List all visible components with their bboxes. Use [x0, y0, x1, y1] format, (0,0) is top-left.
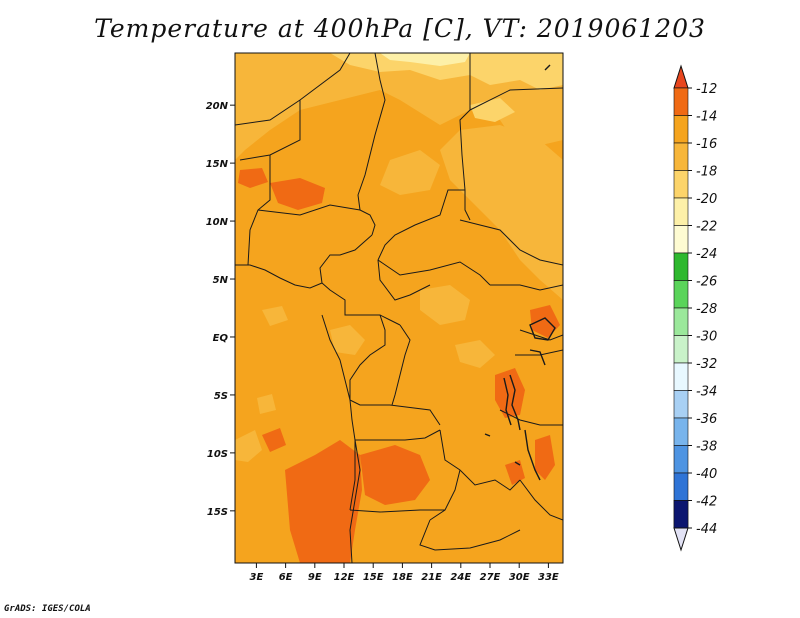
colorbar-bin: [673, 445, 689, 474]
colorbar-label: -34: [696, 385, 717, 400]
colorbar-bottom-arrow: [673, 527, 689, 552]
colorbar-label: -40: [696, 467, 717, 482]
colorbar-bin: [673, 115, 689, 144]
lon-tick-label: 3E: [250, 572, 264, 583]
contour-fill-20: [380, 53, 470, 66]
lat-tick-label: 15N: [206, 159, 229, 170]
lon-tick-label: 6E: [279, 572, 293, 583]
contour-fill-12: [238, 168, 268, 188]
latitude-axis: 20N 15N 10N 5N EQ 5S 10S 15S: [206, 101, 235, 518]
colorbar-bin: [673, 500, 689, 529]
colorbar-label: -38: [696, 440, 717, 455]
country-borders: [235, 53, 563, 563]
colorbar: -12 -14 -16 -18 -20 -22 -24 -26 -28 -30 -32 -34 -36 -…: [673, 64, 717, 552]
contour-fill-18: [330, 53, 563, 90]
colorbar-bin: [673, 280, 689, 309]
colorbar-label: -32: [696, 357, 717, 372]
lon-tick-label: 27E: [480, 572, 501, 583]
contour-fill-12: [262, 428, 286, 452]
colorbar-bin: [673, 362, 689, 391]
contour-fill-12: [505, 460, 525, 485]
colorbar-label: -24: [696, 247, 717, 262]
grads-credit: GrADS: IGES/COLA: [4, 604, 91, 614]
colorbar-bin: [673, 472, 689, 501]
colorbar-label: -44: [696, 522, 717, 537]
colorbar-label: -16: [696, 137, 717, 152]
colorbar-label: -22: [696, 220, 717, 235]
lat-tick-label: 5N: [213, 275, 229, 286]
contour-fill-12: [270, 178, 325, 210]
map-frame: [234, 52, 564, 564]
map-title: Temperature at 400hPa [C], VT: 201906120…: [94, 14, 706, 43]
lat-tick-label: 10N: [206, 217, 229, 228]
colorbar-top-arrow: [673, 64, 689, 89]
contour-fill-16: [420, 285, 470, 325]
contour-fill-12: [495, 368, 525, 418]
colorbar-label: -42: [696, 495, 717, 510]
lon-tick-label: 9E: [308, 572, 322, 583]
colorbar-bin: [673, 142, 689, 171]
lat-tick-label: 15S: [207, 507, 228, 518]
lon-tick-label: 15E: [363, 572, 384, 583]
lat-tick-label: EQ: [213, 333, 229, 344]
colorbar-label: -18: [696, 165, 717, 180]
colorbar-label: -28: [696, 302, 717, 317]
lon-tick-label: 33E: [538, 572, 559, 583]
longitude-axis: 3E 6E 9E 12E 15E 18E 21E 24E 27E 30E 33E: [250, 563, 559, 583]
colorbar-label: -30: [696, 330, 717, 345]
contour-fill-16: [330, 325, 365, 355]
contour-fill-16: [380, 150, 440, 195]
colorbar-bin: [673, 335, 689, 364]
colorbar-bin: [673, 307, 689, 336]
lon-tick-label: 18E: [392, 572, 413, 583]
colorbar-bin: [673, 87, 689, 116]
colorbar-label: -20: [696, 192, 717, 207]
colorbar-bin: [673, 390, 689, 419]
lon-tick-label: 21E: [421, 572, 442, 583]
temperature-field: [235, 53, 563, 563]
colorbar-bin: [673, 170, 689, 199]
contour-fill-16: [262, 306, 288, 326]
colorbar-bin: [673, 225, 689, 254]
contour-fill-12: [530, 305, 560, 338]
contour-fill-16: [455, 340, 495, 368]
lat-tick-label: 10S: [207, 449, 228, 460]
lon-tick-label: 30E: [509, 572, 530, 583]
colorbar-bin: [673, 417, 689, 446]
lat-tick-label: 5S: [214, 391, 228, 402]
contour-fill-16: [235, 430, 262, 462]
colorbar-bin: [673, 197, 689, 226]
colorbar-label: -14: [696, 110, 717, 125]
lakes: [484, 64, 556, 481]
lat-tick-label: 20N: [206, 101, 229, 112]
lon-tick-label: 24E: [450, 572, 471, 583]
colorbar-label: -26: [696, 275, 717, 290]
contour-fill-16: [257, 394, 276, 414]
colorbar-bin: [673, 252, 689, 281]
contour-fill-12: [535, 435, 555, 480]
colorbar-label: -36: [696, 412, 717, 427]
contour-fill-12: [360, 445, 430, 505]
colorbar-label: -12: [696, 82, 717, 97]
lon-tick-label: 12E: [334, 572, 355, 583]
contour-fill-12: [285, 440, 362, 563]
